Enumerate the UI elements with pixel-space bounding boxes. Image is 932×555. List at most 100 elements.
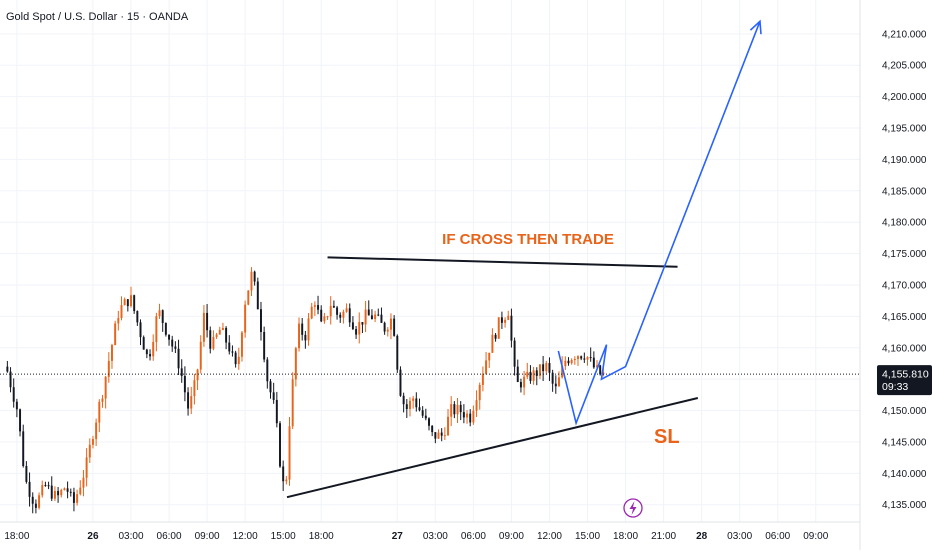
candlestick [351, 316, 354, 331]
candlestick [469, 409, 472, 427]
candle-body [469, 413, 472, 423]
candle-body [412, 398, 415, 401]
candlestick [301, 318, 304, 341]
candlestick [361, 322, 364, 334]
candle-body [504, 319, 507, 323]
candlestick [190, 386, 193, 415]
candlestick [418, 398, 421, 412]
candle-body [596, 365, 599, 368]
time-tick-label: 12:00 [233, 531, 258, 542]
candlestick [104, 375, 107, 409]
candlestick [523, 370, 526, 396]
candlestick [47, 481, 50, 490]
candle-body [402, 395, 405, 405]
candlestick [218, 326, 221, 335]
candle-body [567, 360, 570, 364]
candle-body [348, 308, 351, 323]
lightning-bolt-icon[interactable] [623, 498, 643, 518]
candlestick [168, 334, 171, 346]
candlestick [586, 356, 589, 366]
candle-body [364, 309, 367, 325]
candle-body [136, 311, 139, 323]
candle-body [221, 327, 224, 330]
candlestick [6, 360, 9, 373]
candle-body [133, 295, 136, 312]
candle-body [475, 400, 478, 411]
candlestick [348, 303, 351, 327]
time-tick-label: 15:00 [575, 531, 600, 542]
candle-body [107, 360, 110, 377]
support-trendline[interactable] [286, 397, 699, 499]
candle-body [95, 422, 98, 440]
candlestick [234, 350, 237, 368]
candle-body [288, 426, 291, 480]
candlestick [589, 347, 592, 362]
candlestick [396, 334, 399, 373]
candlestick [443, 427, 446, 441]
candle-body [589, 357, 592, 359]
candlestick [326, 315, 329, 320]
candle-body [542, 364, 545, 372]
candlestick [481, 366, 484, 392]
candle-body [41, 485, 44, 496]
candle-body [532, 370, 535, 381]
candlestick [72, 487, 75, 512]
time-tick-label: 06:00 [157, 531, 182, 542]
price-tick-label: 4,175.000 [882, 249, 927, 260]
candlestick [450, 396, 453, 427]
candle-body [187, 392, 190, 409]
candle-body [85, 457, 88, 478]
candle-body [79, 487, 82, 495]
candle-body [380, 314, 383, 323]
price-tick-label: 4,190.000 [882, 155, 927, 166]
candlestick [358, 312, 361, 344]
candle-body [320, 309, 323, 322]
candlestick [228, 335, 231, 355]
candlestick [332, 300, 335, 308]
candlestick [393, 315, 396, 337]
candlestick [161, 309, 164, 332]
candle-body [580, 356, 583, 359]
candlestick [279, 421, 281, 468]
drawing-layer: IF CROSS THEN TRADE SL [0, 19, 860, 518]
candle-body [98, 401, 101, 423]
candlestick [85, 448, 88, 487]
candlestick [488, 352, 491, 368]
candle-body [164, 323, 167, 335]
candlestick [399, 366, 402, 397]
candlestick [386, 327, 389, 337]
candle-body [72, 492, 75, 503]
candle-body [374, 314, 377, 319]
candlestick [504, 317, 507, 328]
candle-body [110, 345, 113, 361]
candlestick [34, 499, 37, 514]
candlestick [462, 404, 465, 424]
candlestick [519, 378, 522, 393]
projection-path[interactable] [557, 20, 761, 426]
candle-body [38, 495, 41, 508]
candlestick [307, 313, 310, 346]
candle-body [602, 372, 605, 375]
candlestick [114, 320, 117, 346]
candlestick [339, 312, 342, 323]
candlestick [209, 326, 212, 354]
candle-body [437, 432, 440, 439]
candle-body [434, 432, 437, 439]
candle-body [431, 425, 434, 433]
candlestick [266, 357, 269, 389]
candlestick [507, 310, 510, 321]
candle-body [500, 317, 503, 323]
candle-body [466, 413, 469, 418]
candle-body [355, 329, 358, 335]
candle-body [389, 318, 392, 330]
candlestick [513, 337, 516, 376]
price-tick-label: 4,205.000 [882, 61, 927, 72]
resistance-trendline[interactable] [327, 256, 678, 268]
candle-body [50, 485, 53, 499]
candle-body [76, 494, 79, 503]
candlestick [25, 461, 28, 484]
candlestick [269, 378, 272, 399]
